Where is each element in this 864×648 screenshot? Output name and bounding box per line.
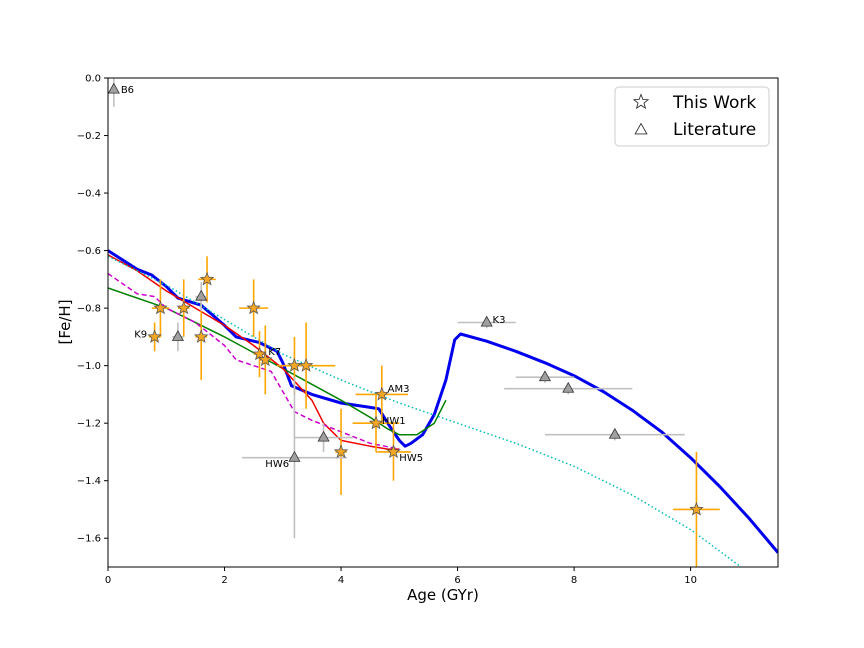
triangle-marker: [608, 427, 621, 439]
star-marker: [386, 444, 401, 459]
model-curve-1: [108, 249, 778, 554]
y-axis-label: [Fe/H]: [56, 299, 74, 344]
plot-frame: [107, 77, 779, 568]
y-tick-label: −1.4: [77, 476, 101, 487]
model-curve-2: [108, 287, 447, 436]
x-tick-label: 0: [105, 575, 111, 586]
y-tick-label: −0.8: [77, 304, 101, 315]
star-marker: [689, 501, 704, 516]
legend-label: Literature: [673, 120, 756, 140]
y-tick-label: −0.6: [77, 246, 101, 257]
legend-label: This Work: [672, 93, 756, 113]
star-marker: [176, 300, 191, 315]
y-axis: 0.0 −0.2 −0.4 −0.6 −0.8 −1.0 −1.2 −1.4 −1.6: [77, 74, 108, 545]
model-curves: [108, 249, 778, 567]
plot-area: [108, 78, 778, 567]
annotation-label: K9: [134, 330, 147, 341]
x-tick-label: 8: [571, 575, 577, 586]
annotation-label: HW1: [382, 416, 406, 427]
annotation-label: K3: [493, 315, 506, 326]
x-tick-label: 10: [684, 575, 697, 586]
legend-star-icon: [632, 93, 650, 110]
x-axis: 0 2 4 6 8 10: [105, 567, 697, 586]
y-tick-label: −1.2: [77, 419, 101, 430]
legend: This Work Literature: [614, 86, 770, 147]
annotation-label: K7: [268, 347, 281, 358]
point-annotations: B6 K9 K7 HW6 AM3 HW1 HW5 K3: [121, 85, 506, 470]
annotation-label: B6: [121, 85, 134, 96]
triangle-marker: [107, 82, 120, 94]
star-marker: [287, 357, 302, 372]
triangle-marker: [171, 330, 184, 341]
star-marker: [147, 329, 162, 343]
star-marker: [368, 415, 384, 430]
data-markers: [107, 82, 704, 516]
annotation-label: AM3: [388, 384, 410, 395]
model-curve-5: [108, 255, 743, 567]
star-marker: [252, 346, 267, 361]
x-axis-label: Age (GYr): [407, 586, 479, 604]
annotation-label: HW5: [399, 453, 423, 464]
model-curve-3: [108, 254, 400, 450]
y-tick-label: −0.4: [77, 189, 101, 200]
triangle-marker: [562, 381, 575, 393]
annotation-label: HW6: [265, 459, 289, 470]
star-marker: [374, 386, 390, 401]
legend-triangle-icon: [634, 122, 648, 135]
y-tick-label: −0.2: [77, 131, 101, 142]
legend-box: [614, 86, 770, 147]
y-tick-label: −1.0: [77, 361, 101, 372]
x-tick-label: 6: [454, 575, 460, 586]
triangle-marker: [538, 370, 552, 382]
triangle-marker: [317, 430, 330, 442]
star-marker: [153, 300, 168, 315]
star-marker: [199, 271, 215, 286]
triangle-marker: [195, 289, 208, 301]
x-tick-label: 4: [338, 575, 344, 586]
y-tick-label: −1.6: [77, 534, 101, 545]
triangle-marker: [288, 450, 301, 462]
triangle-marker: [480, 315, 493, 327]
star-marker: [298, 357, 314, 372]
star-marker: [246, 300, 261, 315]
y-tick-label: 0.0: [85, 74, 101, 85]
x-tick-label: 2: [221, 575, 227, 586]
star-marker: [193, 329, 209, 343]
star-marker: [333, 444, 349, 459]
star-marker: [258, 352, 273, 367]
